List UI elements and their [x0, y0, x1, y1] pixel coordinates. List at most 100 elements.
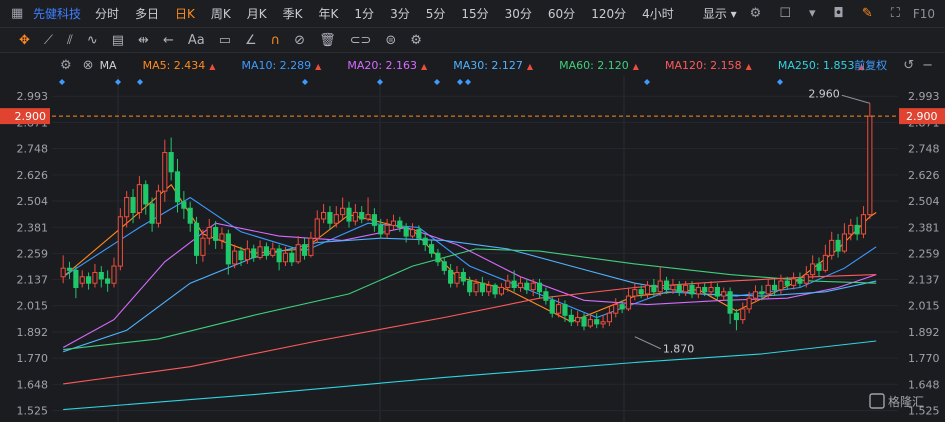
tab-period-11[interactable]: 30分	[504, 7, 532, 21]
y-tick-left: 2.015	[17, 300, 49, 313]
y-tick-left: 2.504	[17, 195, 49, 208]
candle-body	[448, 269, 454, 284]
ma-item-1: MA10: 2.289 ▲	[241, 58, 322, 72]
tab-period-9[interactable]: 5分	[425, 7, 446, 21]
settings-icon[interactable]: ⚙	[410, 32, 422, 48]
ma-label[interactable]: MA	[99, 58, 117, 72]
tab-period-8[interactable]: 3分	[390, 7, 410, 21]
camera-icon[interactable]: ◘	[833, 6, 844, 21]
y-tick-right: 2.626	[908, 169, 940, 182]
hide-icon[interactable]: ⊘	[294, 32, 306, 48]
candle-body	[467, 280, 473, 293]
candle-body	[486, 284, 492, 293]
candle-body	[657, 280, 663, 293]
candle-body	[105, 278, 111, 284]
current-price-tag-left	[0, 108, 50, 125]
tab-period-3[interactable]: 周K	[210, 7, 231, 21]
candle-body	[206, 227, 212, 239]
y-tick-left: 2.993	[17, 90, 49, 103]
ma-item-0: MA5: 2.434 ▲	[142, 58, 216, 72]
kline-chart[interactable]: 2.9932.9932.8712.8712.7482.7482.6262.626…	[0, 76, 945, 422]
ma-item-3: MA30: 2.127 ▲	[453, 58, 534, 72]
event-marker	[457, 79, 463, 85]
undo-icon[interactable]: ↺	[903, 57, 915, 73]
tab-period-12[interactable]: 60分	[547, 7, 576, 21]
y-tick-right: 2.993	[908, 90, 940, 103]
delete-icon[interactable]: 🗑	[319, 32, 336, 48]
checkbox-icon[interactable]: ☐	[779, 6, 791, 21]
fq-label[interactable]: 前复权	[854, 59, 888, 72]
candle-body	[282, 252, 289, 263]
candle-body	[143, 184, 149, 205]
candle-body	[79, 276, 85, 284]
candle-body	[524, 282, 530, 291]
candle-body	[822, 254, 828, 271]
tab-period-0[interactable]: 分时	[95, 7, 120, 21]
tab-period-10[interactable]: 15分	[461, 7, 489, 21]
candle-body	[867, 115, 873, 216]
candle-body	[66, 267, 73, 271]
event-marker	[302, 79, 308, 85]
y-tick-right: 2.381	[908, 221, 940, 234]
display-menu[interactable]: 显示 ▾	[702, 7, 737, 21]
grid-icon[interactable]: ▤	[111, 32, 125, 48]
candle-body	[422, 237, 428, 246]
ma-line-ma30	[63, 237, 877, 353]
candle-body	[663, 280, 670, 291]
ma-legend: ⚙ ⊗ MA MA5: 2.434 ▲ MA10: 2.289 ▲ MA20: 2.16…	[0, 54, 945, 76]
drawing-toolbar: ✥ ⟋ ⫽ ∿ ▤ ⇹ ← Aa ▭ ∠ ∩ ⊘ 🗑 ⊂⊃ ⊜ ⚙	[0, 28, 945, 53]
f10-button[interactable]: F10	[912, 6, 935, 21]
candle-body	[162, 152, 168, 192]
arrow-icon[interactable]: ←	[162, 32, 174, 48]
move-icon[interactable]: ✥	[19, 32, 30, 48]
y-tick-right: 2.504	[908, 195, 940, 208]
tab-period-6[interactable]: 年K	[318, 7, 339, 21]
tab-period-7[interactable]: 1分	[354, 7, 375, 21]
candle-body	[854, 224, 860, 235]
candle-body	[841, 233, 847, 252]
text-tool[interactable]: Aa	[187, 32, 205, 48]
settings-icon[interactable]: ⚙	[749, 6, 762, 21]
tab-period-14[interactable]: 4小时	[642, 7, 674, 21]
candle-body	[397, 220, 403, 229]
y-tick-right: 2.015	[908, 300, 940, 313]
period-tabs: 分时 多日 日K 周K 月K 季K 年K 1分 3分 5分 15分 30分 60分 120分 4小时	[95, 5, 690, 22]
candle-body	[829, 239, 835, 256]
range-icon[interactable]: ⇹	[138, 32, 149, 48]
layers-icon[interactable]: ⊜	[385, 32, 397, 48]
candle-body	[213, 227, 219, 241]
channel-icon[interactable]: ⫽	[67, 32, 73, 48]
tab-period-5[interactable]: 季K	[282, 7, 303, 21]
edit-icon[interactable]: ✎	[861, 6, 873, 21]
candle-body	[670, 284, 676, 291]
candle-body	[562, 304, 568, 316]
close-icon[interactable]: ⊗	[82, 57, 94, 73]
candle-body	[403, 227, 409, 237]
y-tick-right: 1.892	[908, 326, 940, 339]
tab-period-13[interactable]: 120分	[591, 7, 627, 21]
y-tick-right: 1.525	[908, 405, 940, 418]
candle-body	[733, 312, 740, 321]
tab-period-2[interactable]: 日K	[175, 7, 195, 21]
candle-body	[428, 244, 435, 254]
line-icon[interactable]: ⟋	[43, 32, 54, 48]
settings-icon[interactable]: ⚙	[60, 57, 72, 73]
wave-icon[interactable]: ∿	[86, 32, 98, 48]
tab-period-1[interactable]: 多日	[135, 7, 160, 21]
candle-body	[225, 233, 231, 265]
dropdown-icon[interactable]: ▾	[808, 6, 816, 21]
ruler-icon[interactable]: ∠	[245, 32, 257, 48]
y-tick-left: 1.525	[17, 405, 49, 418]
link-icon[interactable]: ⊂⊃	[349, 32, 372, 48]
candle-body	[371, 214, 377, 226]
tab-period-4[interactable]: 月K	[246, 7, 267, 21]
candle-body	[600, 321, 606, 325]
candle-body	[244, 248, 250, 261]
stock-name[interactable]: 先健科技	[33, 7, 82, 21]
grid-menu-icon[interactable]: ▦	[11, 6, 24, 21]
rect-icon[interactable]: ▭	[218, 32, 231, 48]
fullscreen-icon[interactable]: ⛶	[890, 6, 900, 21]
magnet-icon[interactable]: ∩	[270, 32, 281, 48]
candle-body	[765, 284, 771, 295]
minus-icon[interactable]: −	[922, 57, 933, 73]
